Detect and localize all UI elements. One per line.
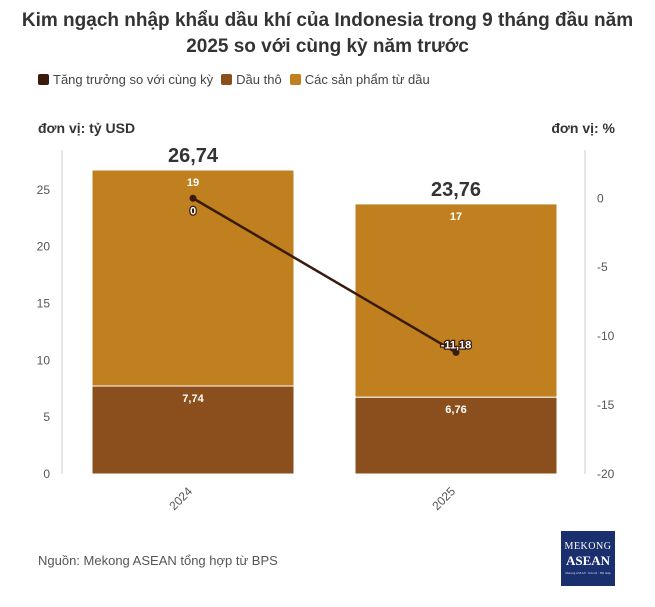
left-axis-tick-label: 5 [43, 410, 50, 424]
data-label-crude-oil: 6,76 [445, 404, 466, 416]
left-axis-tick-label: 15 [37, 296, 51, 310]
legend-item-growth[interactable]: Tăng trưởng so với cùng kỳ [38, 72, 213, 87]
total-label: 23,76 [431, 179, 481, 201]
growth-point [452, 348, 460, 356]
data-label-oil-products: 17 [450, 211, 462, 223]
legend-swatch-crude [221, 74, 233, 85]
chart-title-line1: Kim ngạch nhập khẩu dầu khí của Indonesi… [21, 10, 634, 31]
left-axis-tick-label: 10 [37, 353, 51, 367]
legend-label-products: Các sản phẩm từ dầu [304, 72, 430, 87]
legend-item-products[interactable]: Các sản phẩm từ dầu [289, 72, 430, 87]
data-label-oil-products: 19 [187, 177, 199, 189]
logo-line2: ASEAN [565, 553, 611, 568]
data-label-crude-oil: 7,74 [182, 393, 204, 405]
chart-title-line2: 2025 so với cùng kỳ năm trước [186, 36, 469, 57]
mekong-asean-logo: MEKONG ASEAN Mekong ASEAN · Kết nối · Hộ… [561, 531, 615, 586]
chart-title: Kim ngạch nhập khẩu dầu khí của Indonesi… [0, 8, 655, 60]
growth-data-label: 0 [190, 205, 196, 217]
logo-line1: MEKONG [564, 541, 612, 552]
total-label: 26,74 [168, 145, 219, 167]
left-axis-unit: đơn vị: tỷ USD [38, 120, 136, 136]
logo-line3: Mekong ASEAN · Kết nối · Hội nhập [565, 571, 611, 575]
chart-svg: 05101520250-5-10-15-207,741926,7420246,7… [37, 145, 615, 513]
right-axis-tick-label: -5 [597, 260, 608, 274]
right-axis-tick-label: 0 [597, 191, 604, 205]
legend-item-crude[interactable]: Dầu thô [221, 72, 282, 87]
growth-line [192, 197, 457, 354]
right-axis-unit: đơn vị: % [551, 120, 615, 136]
legend-label-crude: Dầu thô [236, 72, 282, 87]
bar-crude-oil [91, 385, 295, 475]
legend-swatch-growth [38, 74, 49, 85]
growth-data-label: -11,18 [441, 339, 472, 351]
right-axis-tick-label: -15 [597, 398, 615, 412]
legend-swatch-products [289, 74, 301, 85]
right-axis-tick-label: -10 [597, 329, 615, 343]
source-note: Nguồn: Mekong ASEAN tổng hợp từ BPS [38, 553, 278, 568]
bar-oil-products [91, 169, 295, 387]
left-axis-tick-label: 25 [37, 183, 51, 197]
legend: Tăng trưởng so với cùng kỳ Dầu thô Các s… [38, 72, 438, 87]
legend-label-growth: Tăng trưởng so với cùng kỳ [53, 72, 214, 87]
x-axis-tick-label: 2024 [166, 484, 195, 513]
x-axis-tick-label: 2025 [429, 484, 458, 513]
left-axis-tick-label: 20 [37, 240, 51, 254]
growth-point [189, 194, 197, 202]
left-axis-tick-label: 0 [43, 467, 50, 481]
bar-oil-products [354, 203, 558, 398]
right-axis-tick-label: -20 [597, 467, 615, 481]
